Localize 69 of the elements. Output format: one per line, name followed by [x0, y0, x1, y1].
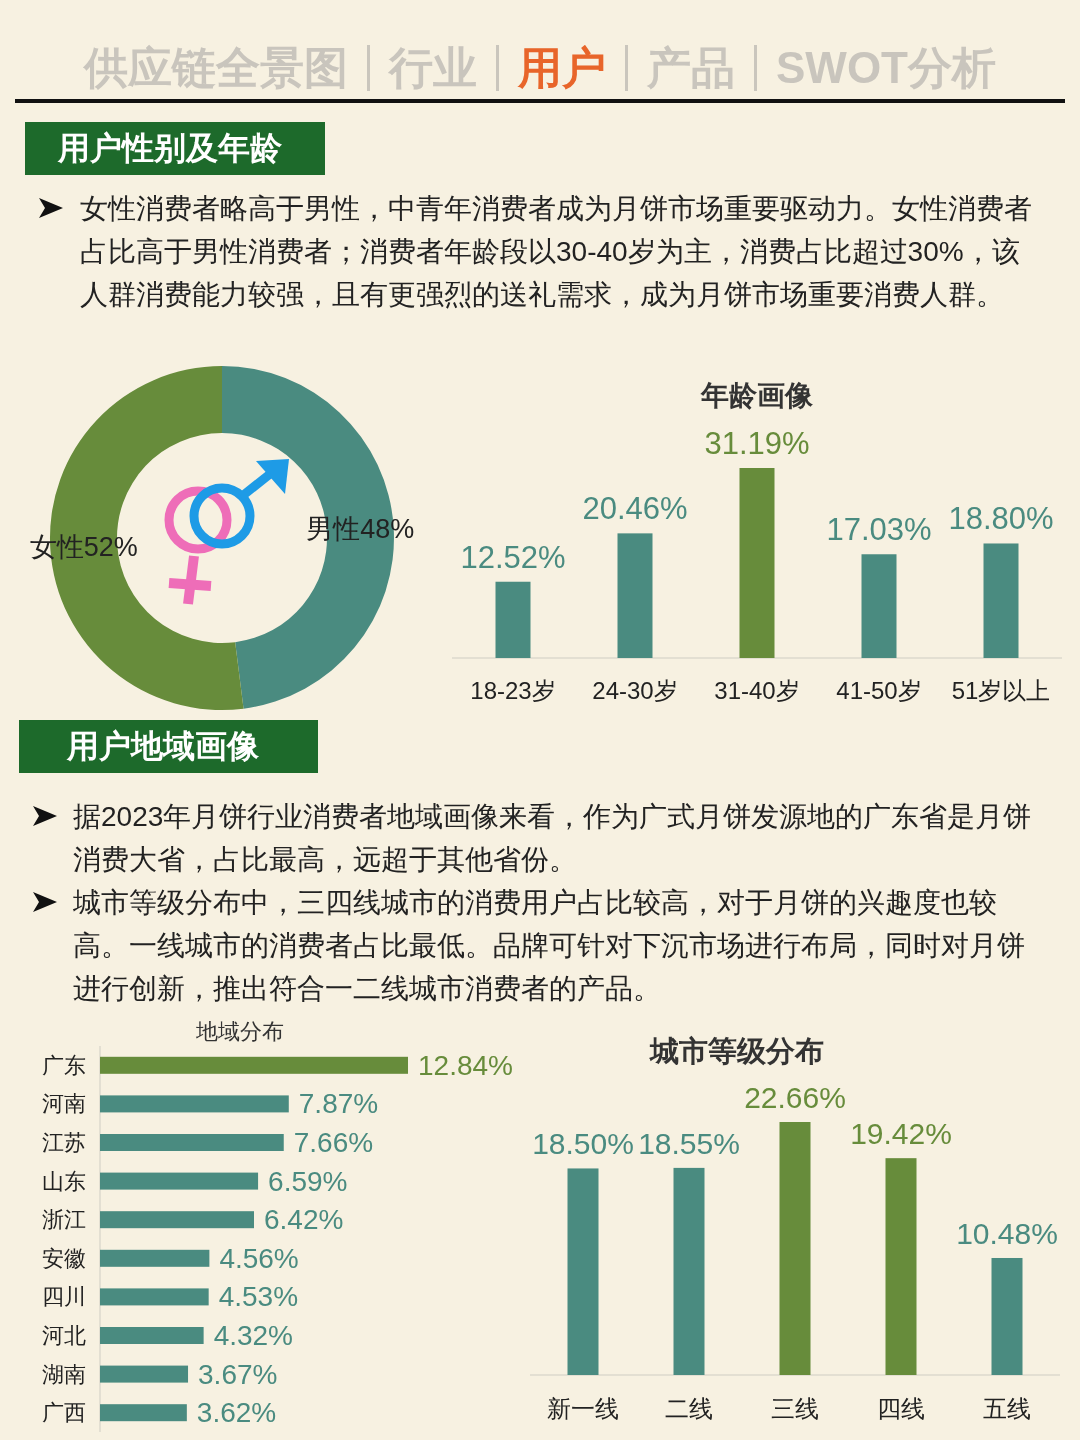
bar: [779, 1122, 811, 1375]
x-tick-label: 31-40岁: [714, 676, 800, 704]
bar: [100, 1288, 209, 1306]
bar: [673, 1167, 705, 1375]
chart-title: 城市等级分布: [648, 1035, 824, 1067]
data-label: 6.59%: [268, 1165, 348, 1197]
text: 用户性别及年龄: [58, 129, 282, 168]
bar: [617, 533, 653, 658]
text: 据2023年月饼行业消费者地域画像来看，作为广式月饼发源地的广东省是月饼消费大省，占比最高，远超于其他省份。: [73, 800, 1032, 875]
y-tick-label: 广东: [42, 1052, 86, 1078]
chart-title: 地域分布: [195, 1018, 284, 1044]
x-tick-label: 二线: [665, 1394, 713, 1422]
bar: [567, 1168, 599, 1375]
data-label: 17.03%: [826, 512, 932, 548]
data-label: 10.48%: [956, 1216, 1058, 1250]
y-tick-label: 安徽: [42, 1245, 86, 1271]
data-label: 18.80%: [948, 501, 1054, 537]
text: 女性消费者略高于男性，中青年消费者成为月饼市场重要驱动力。女性消费者占比高于男性消费者；消费者年龄段以30-40岁为主，消费占比超过30%，该人群消费能力较强，且有更强烈的送礼需求，成为月饼市场重要消费人群。: [80, 192, 1032, 310]
data-label: 7.66%: [293, 1127, 374, 1158]
data-label: 3.67%: [198, 1358, 278, 1390]
bar: [100, 1134, 284, 1151]
x-tick-label: 41-50岁: [836, 676, 922, 704]
text: 用户地域画像: [67, 727, 259, 766]
data-label: 7.87%: [298, 1088, 379, 1120]
text: 城市等级分布中，三四线城市的消费用户占比较高，对于月饼的兴趣度也较高。一线城市的消费者占比最低。品牌可针对下沉市场进行布局，同时对月饼进行创新，推出符合一二线城市消费者的产品。: [73, 886, 1025, 1004]
bar: [100, 1327, 204, 1344]
data-label: 18.55%: [638, 1126, 740, 1160]
y-tick-label: 浙江: [42, 1207, 86, 1233]
data-label: 4.56%: [219, 1242, 299, 1274]
data-label: 4.53%: [218, 1281, 299, 1313]
y-tick-label: 湖南: [42, 1361, 86, 1387]
x-tick-label: 五线: [983, 1394, 1031, 1422]
bar: [100, 1365, 189, 1383]
bar: [100, 1056, 408, 1074]
y-tick-label: 广西: [42, 1400, 86, 1426]
y-tick-label: 江苏: [42, 1130, 86, 1155]
data-label: 12.52%: [460, 539, 566, 575]
data-label: 31.19%: [704, 426, 810, 461]
bar: [495, 581, 531, 658]
data-label: 20.46%: [582, 491, 688, 527]
data-label: 4.32%: [213, 1320, 294, 1351]
data-label: 3.62%: [196, 1397, 277, 1429]
bar: [885, 1158, 917, 1375]
bar: [100, 1404, 187, 1422]
bar: [100, 1095, 289, 1113]
y-tick-label: 山东: [42, 1168, 86, 1194]
x-tick-label: 三线: [771, 1394, 819, 1422]
bar: [100, 1172, 259, 1190]
bar: [991, 1257, 1023, 1375]
data-label: 12.84%: [418, 1049, 513, 1081]
bar: [983, 543, 1019, 658]
text: 用户: [518, 43, 606, 93]
bar: [861, 554, 897, 658]
x-tick-label: 51岁以上: [951, 676, 1051, 704]
data-label: 22.66%: [744, 1081, 846, 1114]
bar: [739, 468, 775, 658]
y-tick-label: 四川: [42, 1284, 86, 1310]
bar: [100, 1249, 210, 1267]
data-label: 18.50%: [532, 1127, 634, 1161]
x-tick-label: 24-30岁: [592, 676, 678, 704]
bar: [100, 1211, 254, 1229]
data-label: 6.42%: [264, 1204, 344, 1236]
y-tick-label: 河南: [42, 1091, 86, 1117]
x-tick-label: 18-23岁: [470, 676, 556, 704]
x-tick-label: 四线: [877, 1394, 925, 1422]
data-label: 19.42%: [850, 1117, 952, 1151]
y-tick-label: 河北: [42, 1323, 86, 1348]
chart-title: 年龄画像: [700, 379, 814, 411]
x-tick-label: 新一线: [547, 1394, 619, 1422]
